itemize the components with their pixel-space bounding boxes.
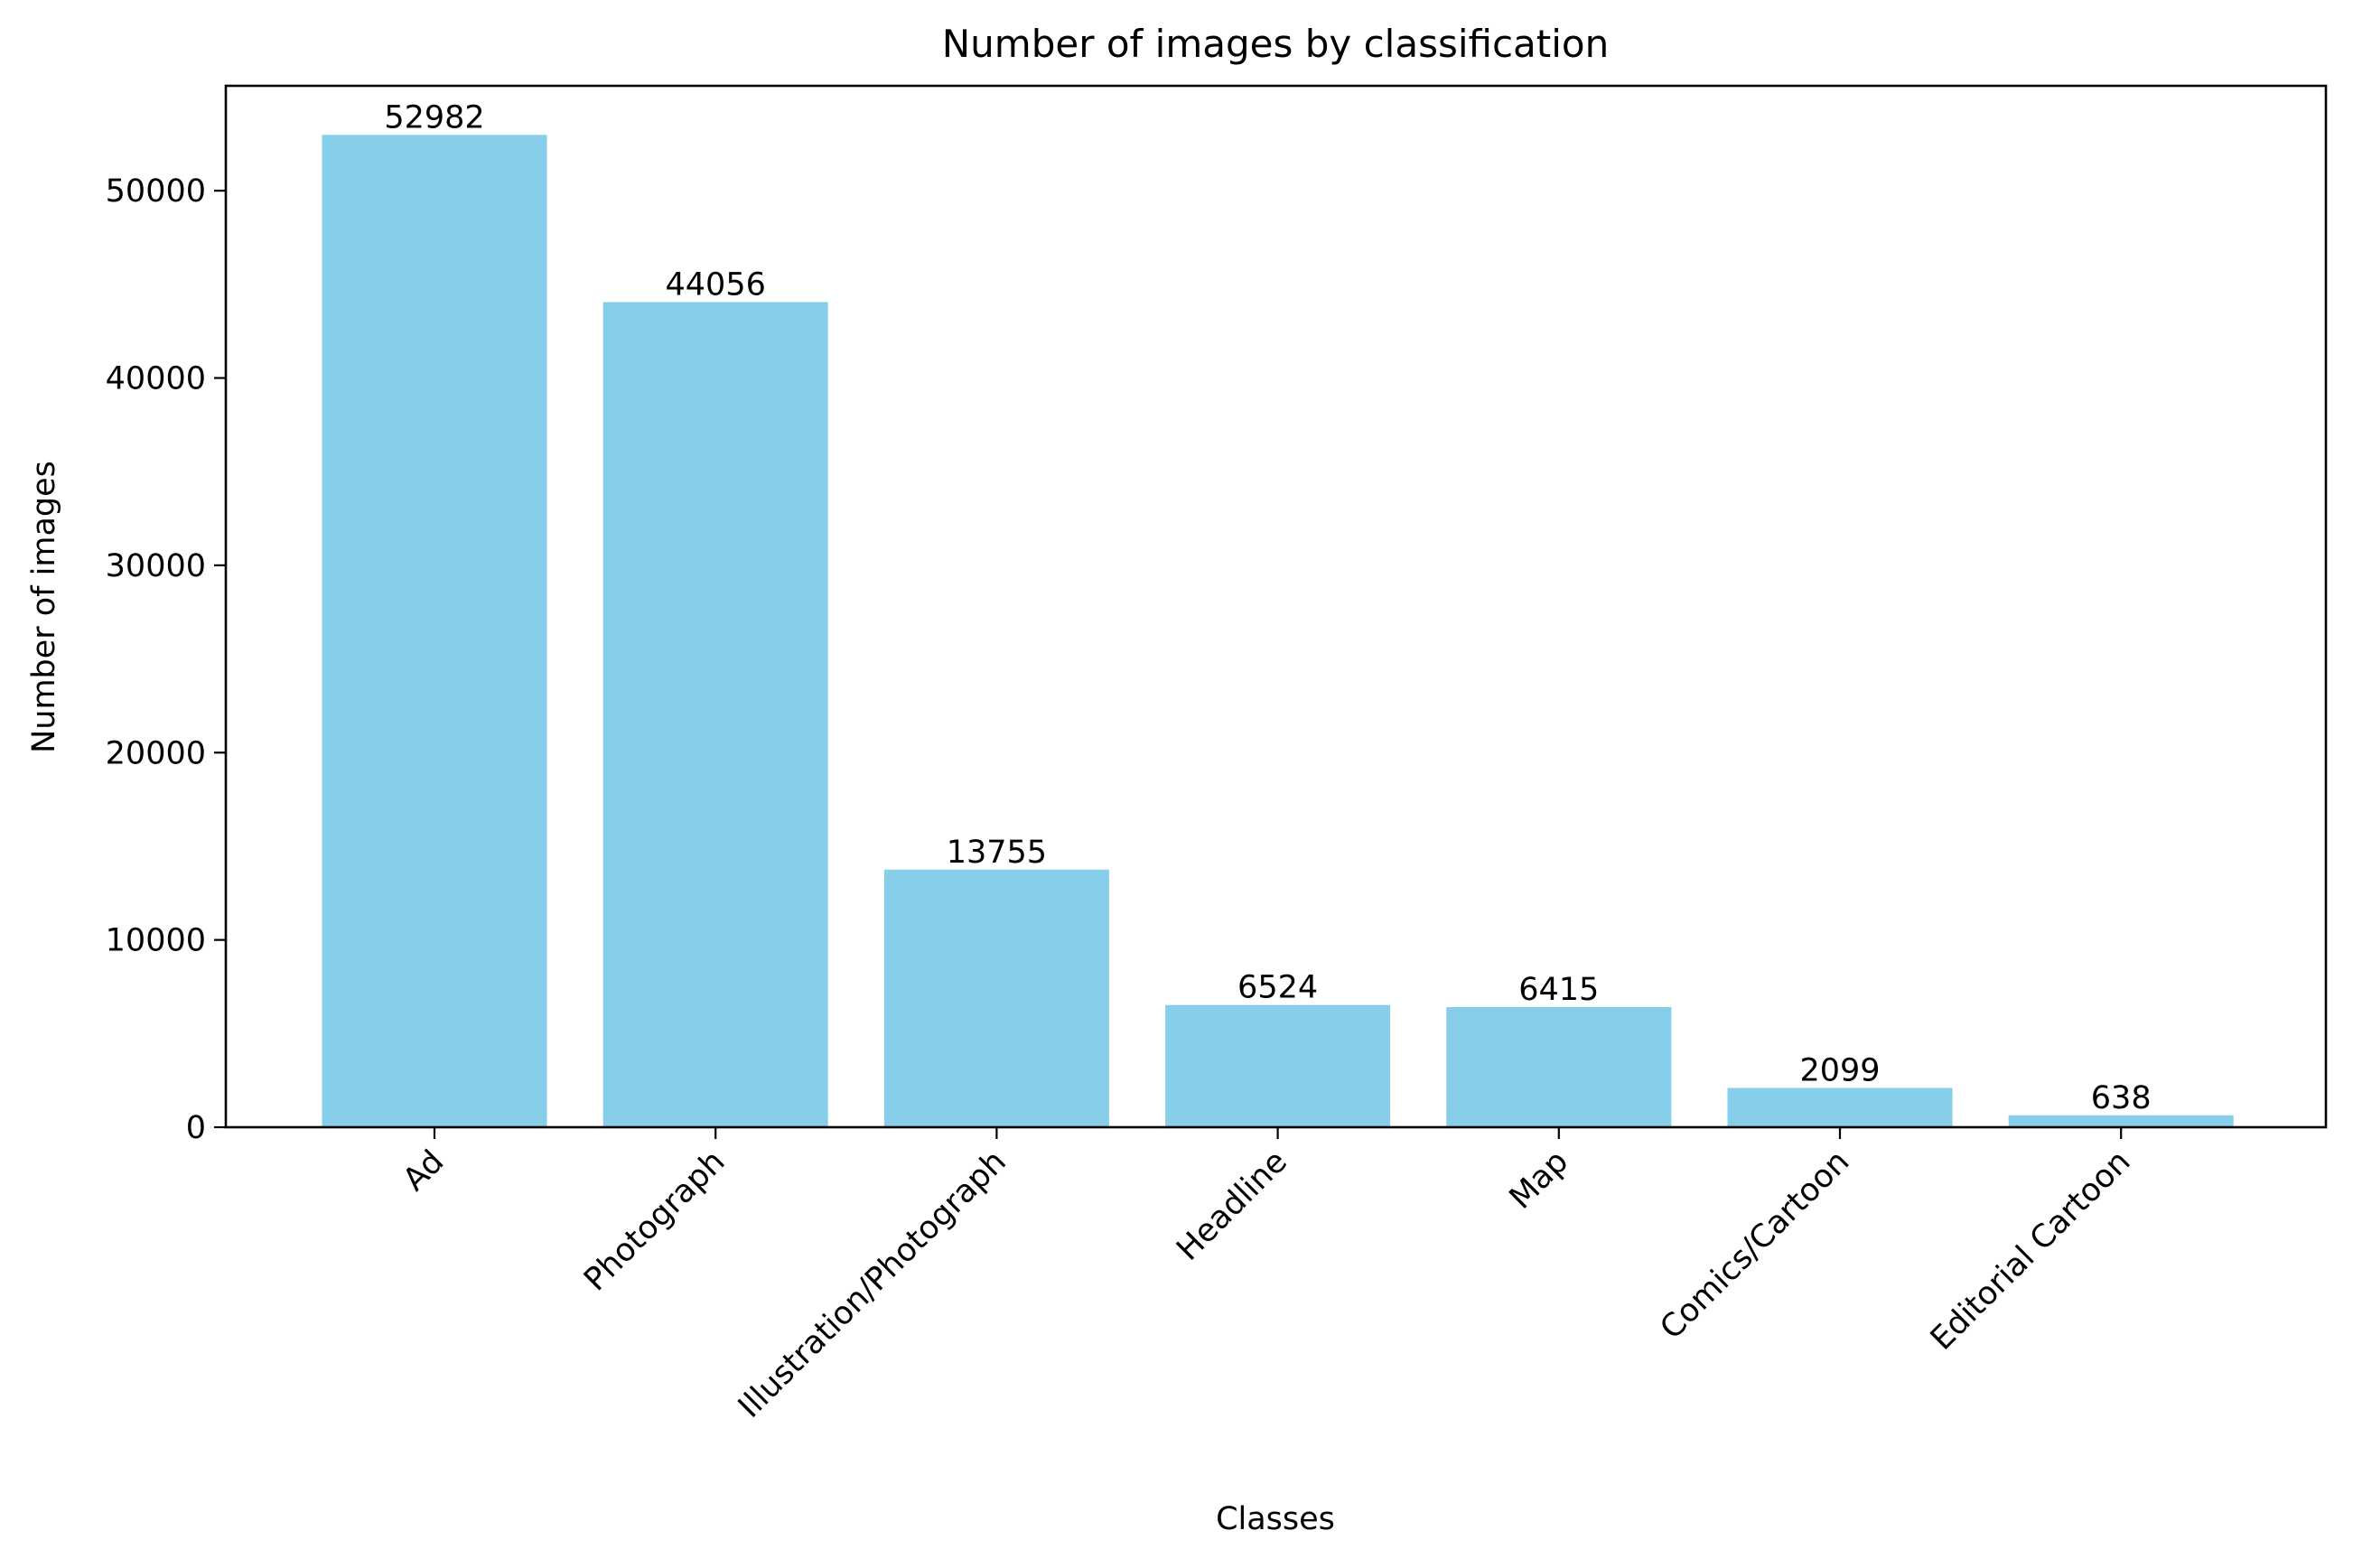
x-axis-label: Classes bbox=[1216, 1501, 1335, 1537]
bar-value-label: 638 bbox=[2091, 1080, 2152, 1116]
y-tick-label: 30000 bbox=[106, 548, 206, 584]
bar-value-label: 44056 bbox=[666, 266, 766, 303]
bar-value-label: 52982 bbox=[384, 99, 484, 135]
bar-value-label: 6524 bbox=[1237, 970, 1318, 1006]
bar bbox=[1446, 1006, 1672, 1127]
y-tick-label: 0 bbox=[186, 1110, 206, 1146]
bars-layer: 52982 44056 13755 6524 6415 2099 638 bbox=[322, 99, 2234, 1128]
chart-title: Number of images by classification bbox=[942, 22, 1610, 66]
y-tick-label: 50000 bbox=[106, 173, 206, 210]
y-tick-label: 40000 bbox=[106, 361, 206, 397]
bar-value-label: 2099 bbox=[1799, 1052, 1880, 1088]
bar bbox=[322, 135, 547, 1128]
y-axis-label: Number of images bbox=[26, 461, 62, 753]
bar bbox=[2008, 1115, 2234, 1127]
bar-value-label: 6415 bbox=[1518, 972, 1599, 1008]
y-tick-label: 10000 bbox=[106, 923, 206, 959]
bar bbox=[602, 302, 828, 1127]
bar bbox=[1165, 1004, 1391, 1127]
bar-value-label: 13755 bbox=[947, 835, 1047, 871]
y-tick-label: 20000 bbox=[106, 735, 206, 771]
bar bbox=[883, 869, 1109, 1127]
bar bbox=[1727, 1087, 1953, 1127]
plot-frame bbox=[224, 84, 2328, 1129]
